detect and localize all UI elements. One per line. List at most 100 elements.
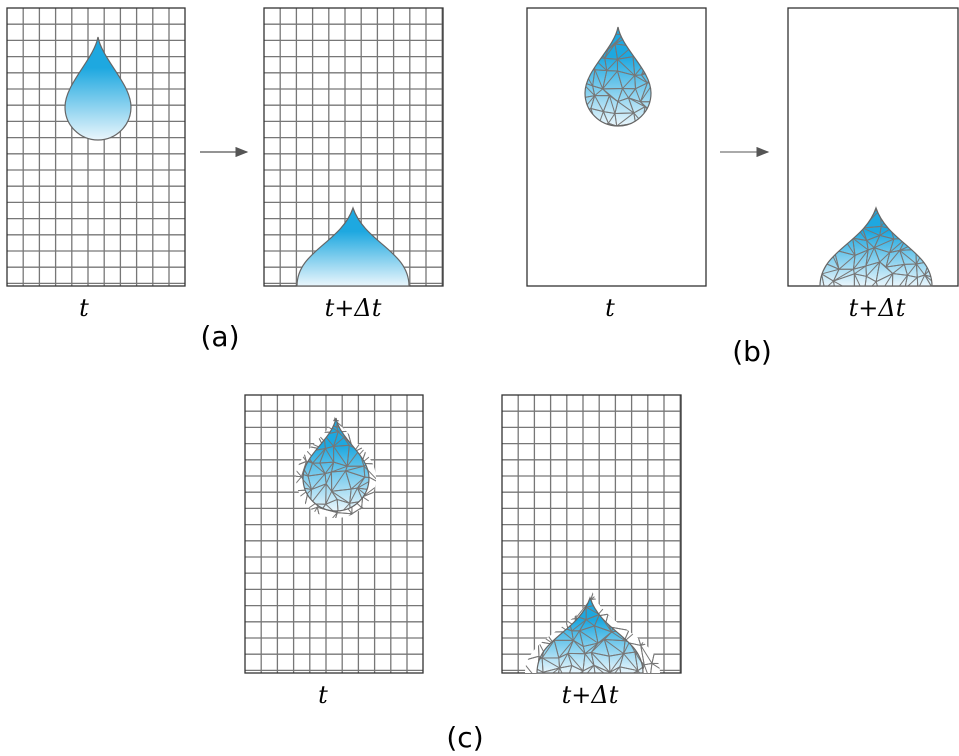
mesh-edge (825, 220, 843, 238)
mesh-edge (820, 247, 830, 266)
mesh-edge (820, 209, 827, 224)
mesh-edge (585, 55, 596, 72)
mesh-edge (643, 30, 651, 44)
panel-label: (a) (200, 320, 239, 353)
mesh-edge (939, 210, 959, 226)
mesh-edge (904, 274, 919, 286)
mesh-edge (619, 666, 639, 673)
mesh-edge (650, 677, 674, 691)
mesh-edge (660, 654, 674, 671)
mesh-edge (875, 272, 894, 286)
mesh-edge (580, 135, 595, 150)
water-outline (296, 206, 410, 287)
mesh-edge (375, 458, 384, 478)
mesh-edge (820, 221, 829, 241)
mesh-edge (887, 208, 908, 218)
mesh-edge (644, 614, 658, 632)
frame (526, 7, 707, 287)
mesh-edge (303, 419, 312, 438)
mesh-edge (300, 530, 323, 541)
mesh-edge (299, 413, 322, 422)
caption: t+Δt (849, 294, 906, 322)
mesh-edge (381, 544, 400, 559)
mesh-edge (368, 497, 369, 511)
mesh-edge (607, 596, 631, 621)
mesh-edge (661, 42, 672, 60)
mesh-edge (534, 594, 551, 619)
mesh-edge (641, 122, 651, 126)
mesh-edge (585, 32, 598, 48)
mesh-edge (668, 107, 688, 125)
mesh-edge (659, 682, 676, 698)
mesh-edge (348, 413, 371, 426)
water-outline (536, 596, 644, 674)
mesh-edge (354, 527, 369, 542)
mesh-edge (637, 687, 659, 702)
mesh-edge (633, 613, 643, 633)
mesh-edge (924, 247, 932, 263)
mesh-edge (657, 31, 674, 44)
mesh-edge (929, 288, 945, 303)
mesh-edge (544, 678, 557, 696)
mesh-edge (390, 543, 410, 557)
mesh-edge (634, 122, 648, 126)
mesh-edge (657, 18, 674, 32)
water-outline (819, 206, 933, 287)
mesh-edge (654, 113, 669, 125)
mesh-edge (332, 525, 349, 542)
mesh-edge (916, 288, 932, 306)
panel-label: (c) (446, 721, 483, 754)
mesh-edge (380, 422, 400, 439)
mesh-edge (380, 464, 394, 483)
mesh-edge (673, 674, 689, 692)
mesh-edge (923, 235, 932, 254)
mesh-edge (923, 209, 932, 228)
mesh-edge (863, 275, 881, 286)
mesh-edge (852, 214, 864, 229)
mesh-edge (530, 679, 555, 695)
mesh-edge (670, 45, 686, 61)
mesh-edge (938, 253, 955, 263)
mesh-edge (362, 516, 378, 525)
mesh-edge (349, 535, 370, 554)
mesh-edge (631, 684, 651, 696)
mesh-edge (639, 82, 651, 103)
mesh-edge (525, 592, 536, 604)
mesh-edge (368, 421, 369, 437)
mesh-edge (386, 498, 403, 511)
mesh-edge (306, 513, 320, 528)
mesh-edge (627, 615, 642, 632)
mesh-edge (938, 261, 954, 281)
mesh-edge (939, 223, 957, 236)
mesh-edge (923, 274, 932, 286)
mesh-edge (585, 43, 598, 58)
mesh-edge (525, 672, 538, 673)
mesh-edge (658, 125, 673, 142)
mesh-edge (556, 664, 573, 673)
mesh-edge (604, 602, 625, 617)
mesh-edge (643, 134, 658, 152)
mesh-edge (537, 598, 547, 602)
mesh-edge (928, 208, 932, 218)
mesh-edge (914, 241, 932, 251)
mesh-edge (596, 32, 609, 51)
mesh-edge (525, 626, 539, 646)
mesh-edge (390, 421, 414, 438)
mesh-edge (609, 598, 625, 605)
mesh-edge (668, 685, 687, 704)
mesh-edge (904, 221, 920, 243)
mesh-edge (939, 198, 959, 215)
mesh-edge (602, 110, 618, 126)
mesh-edge (621, 679, 637, 696)
mesh-edge (827, 234, 843, 251)
mesh-edge (303, 418, 312, 425)
mesh-edge (359, 413, 376, 426)
mesh-edge (835, 208, 856, 217)
mesh-edge (636, 671, 660, 673)
mesh-edge (820, 236, 830, 257)
mesh-edge (916, 221, 932, 244)
mesh-edge (616, 599, 638, 617)
mesh-edge (820, 208, 825, 214)
mesh-edge (607, 140, 622, 150)
